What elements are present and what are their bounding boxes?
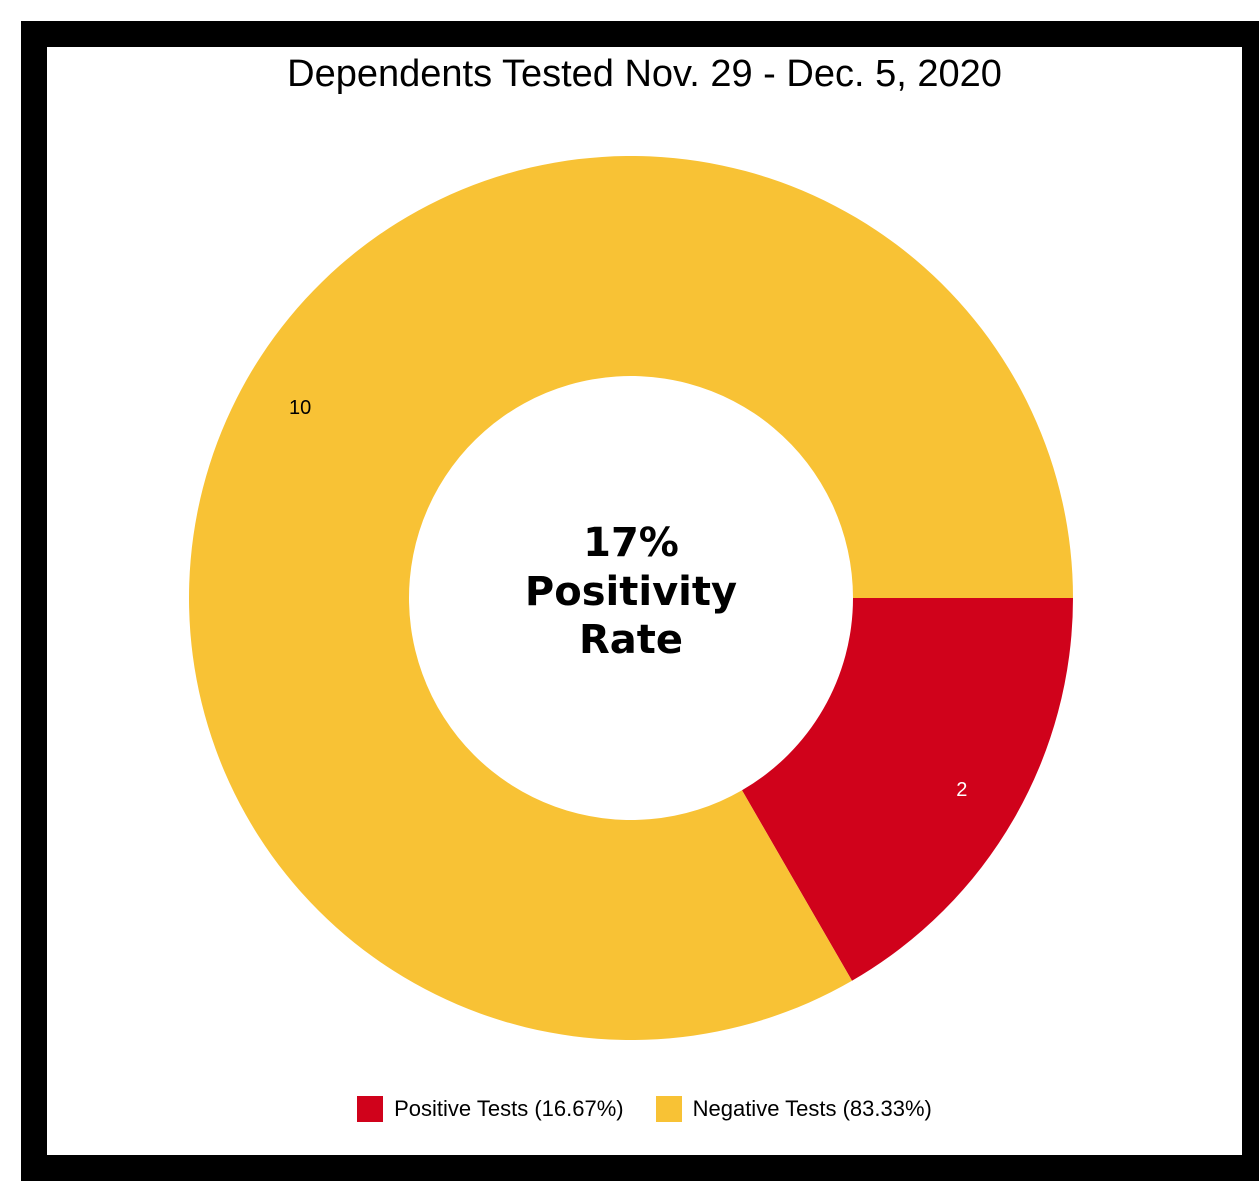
slice-label-negative: 10 <box>289 397 311 419</box>
legend-label-negative: Negative Tests (83.33%) <box>692 1096 932 1121</box>
center-label-percent: 17% <box>583 520 679 566</box>
legend-label-positive: Positive Tests (16.67%) <box>394 1096 624 1121</box>
center-label-rate: Rate <box>579 617 683 663</box>
legend-item-positive[interactable]: Positive Tests (16.67%) <box>357 1096 624 1122</box>
chart-title: Dependents Tested Nov. 29 - Dec. 5, 2020 <box>287 53 1002 95</box>
donut-chart: 2 10 17% Positivity Rate <box>189 156 1073 1040</box>
pie-slice-positive[interactable] <box>742 598 1073 981</box>
center-label-positivity: Positivity <box>525 569 737 615</box>
slice-label-positive: 2 <box>956 779 967 801</box>
legend-item-negative[interactable]: Negative Tests (83.33%) <box>655 1096 932 1122</box>
legend-swatch-positive <box>357 1096 384 1122</box>
chart-frame: Dependents Tested Nov. 29 - Dec. 5, 2020… <box>21 21 1259 1181</box>
legend: Positive Tests (16.67%) Negative Tests (… <box>47 1096 1242 1122</box>
pie-slice-negative[interactable] <box>189 156 1073 1040</box>
legend-swatch-negative <box>655 1096 682 1122</box>
